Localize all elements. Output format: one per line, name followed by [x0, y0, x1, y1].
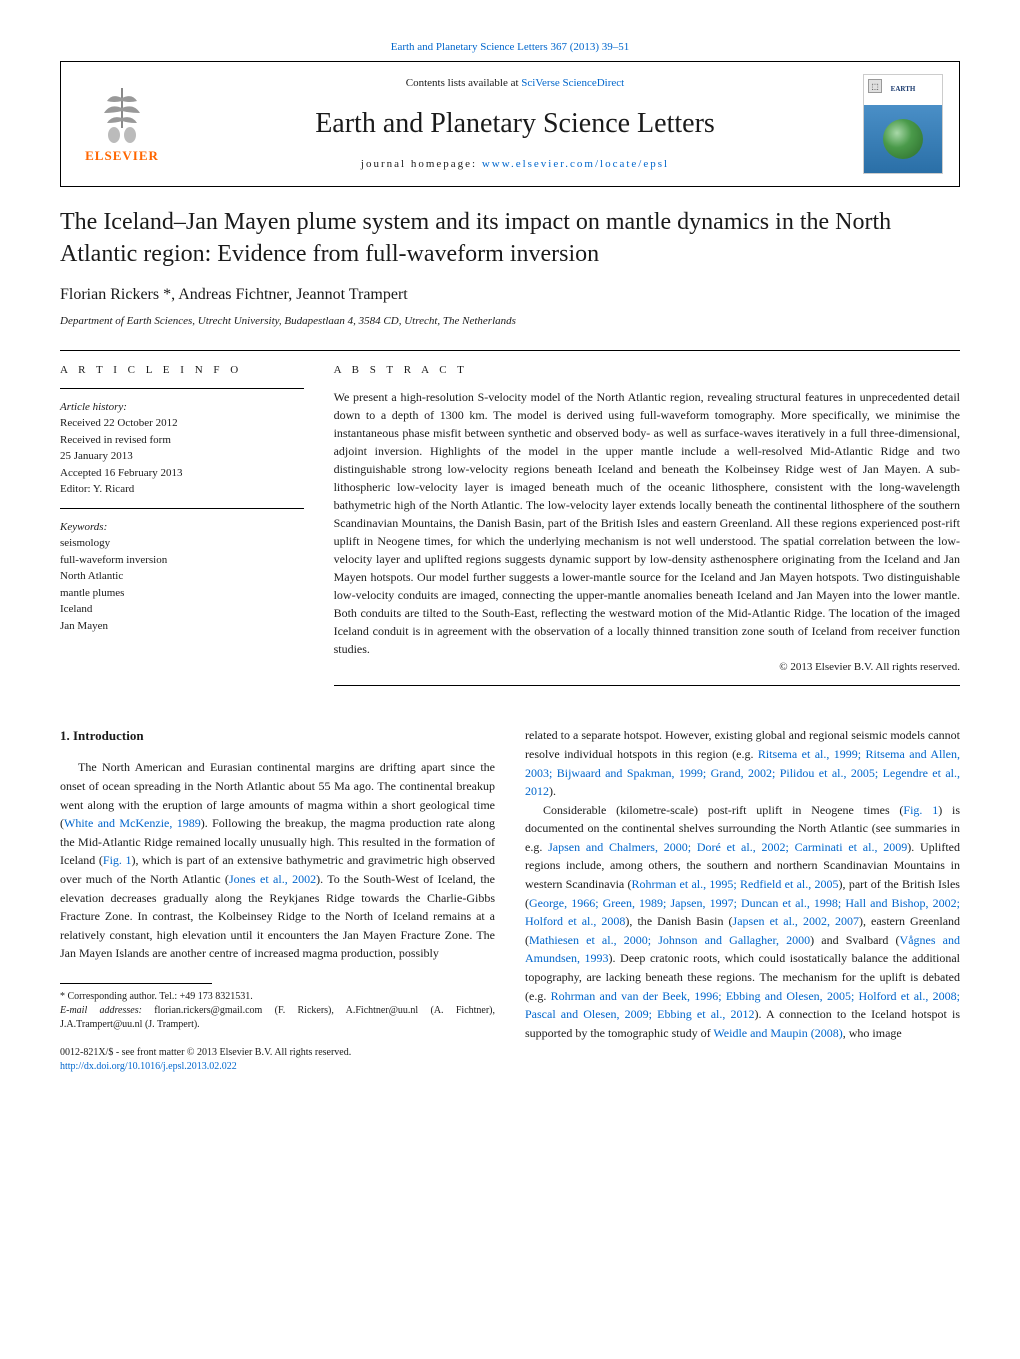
keyword: Jan Mayen	[60, 618, 304, 635]
article-history: Article history: Received 22 October 201…	[60, 399, 304, 498]
contents-text: Contents lists available at	[406, 77, 521, 89]
citation-link[interactable]: Japsen and Chalmers, 2000; Doré et al., …	[548, 840, 907, 854]
elsevier-logo: ELSEVIER	[77, 74, 167, 174]
header-center: Contents lists available at SciVerse Sci…	[167, 76, 863, 172]
info-abstract-row: A R T I C L E I N F O Article history: R…	[60, 363, 960, 697]
keywords-block: Keywords: seismology full-waveform inver…	[60, 519, 304, 635]
abstract-copyright: © 2013 Elsevier B.V. All rights reserved…	[334, 660, 960, 675]
received-date: Received 22 October 2012	[60, 415, 304, 432]
keyword: mantle plumes	[60, 585, 304, 602]
keywords-label: Keywords:	[60, 519, 304, 536]
figure-link[interactable]: Fig. 1	[103, 853, 132, 867]
paper-title: The Iceland–Jan Mayen plume system and i…	[60, 207, 960, 269]
abstract-text: We present a high-resolution S-velocity …	[334, 388, 960, 658]
affiliation: Department of Earth Sciences, Utrecht Un…	[60, 314, 960, 329]
article-info: A R T I C L E I N F O Article history: R…	[60, 363, 304, 697]
header-citation-link[interactable]: Earth and Planetary Science Letters 367 …	[391, 41, 630, 53]
divider	[60, 388, 304, 389]
citation-link[interactable]: Jones et al., 2002	[229, 872, 316, 886]
homepage-line: journal homepage: www.elsevier.com/locat…	[167, 157, 863, 172]
abstract: A B S T R A C T We present a high-resolu…	[334, 363, 960, 697]
article-info-heading: A R T I C L E I N F O	[60, 363, 304, 378]
body-paragraph: Considerable (kilometre-scale) post-rift…	[525, 801, 960, 1043]
globe-icon	[883, 119, 923, 159]
column-right: related to a separate hotspot. However, …	[525, 726, 960, 1074]
text: ).	[549, 784, 556, 798]
journal-title: Earth and Planetary Science Letters	[167, 104, 863, 143]
text: Considerable (kilometre-scale) post-rift…	[543, 803, 903, 817]
contents-line: Contents lists available at SciVerse Sci…	[167, 76, 863, 91]
body-paragraph: related to a separate hotspot. However, …	[525, 726, 960, 800]
citation-link[interactable]: White and McKenzie, 1989	[64, 816, 201, 830]
divider	[60, 350, 960, 351]
divider	[334, 685, 960, 686]
citation-link[interactable]: Weidle and Maupin (2008)	[713, 1026, 842, 1040]
divider	[60, 508, 304, 509]
corresponding-footnote: * Corresponding author. Tel.: +49 173 83…	[60, 990, 495, 1004]
keyword: Iceland	[60, 601, 304, 618]
doi-line: http://dx.doi.org/10.1016/j.epsl.2013.02…	[60, 1060, 495, 1074]
abstract-heading: A B S T R A C T	[334, 363, 960, 378]
body-columns: 1. Introduction The North American and E…	[60, 726, 960, 1074]
cover-image	[864, 105, 942, 174]
sciencedirect-link[interactable]: SciVerse ScienceDirect	[521, 77, 624, 89]
history-label: Article history:	[60, 399, 304, 416]
email-footnote: E-mail addresses: florian.rickers@gmail.…	[60, 1004, 495, 1032]
citation-link[interactable]: Mathiesen et al., 2000; Johnson and Gall…	[529, 933, 810, 947]
homepage-link[interactable]: www.elsevier.com/locate/epsl	[482, 158, 669, 170]
issn-line: 0012-821X/$ - see front matter © 2013 El…	[60, 1046, 495, 1060]
text: , who image	[843, 1026, 902, 1040]
revised-date: 25 January 2013	[60, 448, 304, 465]
keyword: full-waveform inversion	[60, 552, 304, 569]
figure-link[interactable]: Fig. 1	[903, 803, 938, 817]
homepage-label: journal homepage:	[361, 158, 482, 170]
citation-link[interactable]: Japsen et al., 2002, 2007	[733, 914, 859, 928]
keyword: North Atlantic	[60, 568, 304, 585]
journal-cover-thumb: ⬚ EARTH	[863, 74, 943, 174]
authors: Florian Rickers *, Andreas Fichtner, Jea…	[60, 284, 960, 306]
text: ) and Svalbard (	[810, 933, 899, 947]
email-label: E-mail addresses:	[60, 1005, 142, 1016]
doi-link[interactable]: http://dx.doi.org/10.1016/j.epsl.2013.02…	[60, 1061, 237, 1072]
citation-link[interactable]: Rohrman et al., 1995; Redfield et al., 2…	[632, 877, 839, 891]
intro-paragraph: The North American and Eurasian continen…	[60, 758, 495, 963]
accepted-date: Accepted 16 February 2013	[60, 465, 304, 482]
author-names: Florian Rickers *, Andreas Fichtner, Jea…	[60, 286, 408, 303]
column-left: 1. Introduction The North American and E…	[60, 726, 495, 1074]
elsevier-tree-icon	[92, 83, 152, 143]
footer: 0012-821X/$ - see front matter © 2013 El…	[60, 1046, 495, 1074]
elsevier-text: ELSEVIER	[85, 147, 159, 165]
revised-label: Received in revised form	[60, 432, 304, 449]
footnote-divider	[60, 983, 212, 984]
header-citation: Earth and Planetary Science Letters 367 …	[60, 40, 960, 55]
intro-heading: 1. Introduction	[60, 726, 495, 746]
access-icon: ⬚	[868, 79, 882, 93]
text: ), the Danish Basin (	[625, 914, 732, 928]
keyword: seismology	[60, 535, 304, 552]
editor: Editor: Y. Ricard	[60, 481, 304, 498]
journal-header-box: ELSEVIER Contents lists available at Sci…	[60, 61, 960, 187]
